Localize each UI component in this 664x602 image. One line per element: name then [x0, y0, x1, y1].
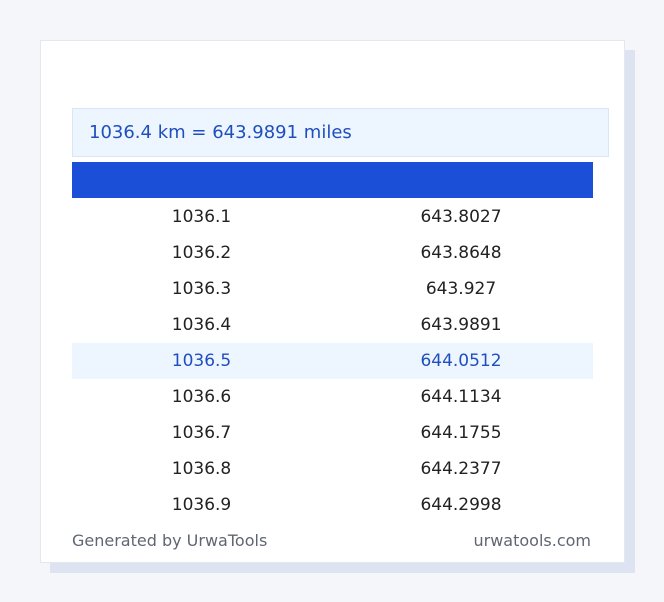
- table-row: 1036.9 644.2998: [72, 487, 593, 523]
- table-row: 1036.7 644.1755: [72, 415, 593, 451]
- miles-cell: 643.8648: [420, 243, 502, 263]
- generated-by-text: Generated by UrwaTools: [72, 531, 268, 550]
- km-cell: 1036.7: [171, 423, 232, 443]
- km-cell: 1036.5: [171, 351, 232, 371]
- km-cell: 1036.8: [171, 459, 232, 479]
- km-cell: 1036.3: [171, 279, 232, 299]
- conversion-table: 1036.1 643.8027 1036.2 643.8648 1036.3 6…: [72, 199, 593, 523]
- conversion-result: 1036.4 km = 643.9891 miles: [72, 108, 609, 157]
- conversion-card: 1036.4 km = 643.9891 miles 1036.1 643.80…: [40, 40, 625, 563]
- table-row: 1036.4 643.9891: [72, 307, 593, 343]
- table-row: 1036.6 644.1134: [72, 379, 593, 415]
- km-cell: 1036.9: [171, 495, 232, 515]
- miles-cell: 644.2998: [420, 495, 502, 515]
- miles-cell: 644.0512: [420, 351, 502, 371]
- miles-cell: 644.1755: [420, 423, 502, 443]
- site-link[interactable]: urwatools.com: [473, 531, 592, 550]
- table-row: 1036.2 643.8648: [72, 235, 593, 271]
- table-row: 1036.8 644.2377: [72, 451, 593, 487]
- table-row: 1036.3 643.927: [72, 271, 593, 307]
- miles-cell: 644.2377: [420, 459, 502, 479]
- miles-cell: 643.9891: [420, 315, 502, 335]
- km-cell: 1036.6: [171, 387, 232, 407]
- miles-cell: 644.1134: [420, 387, 502, 407]
- table-row: 1036.1 643.8027: [72, 199, 593, 235]
- miles-cell: 643.927: [425, 279, 497, 299]
- km-cell: 1036.2: [171, 243, 232, 263]
- table-row: 1036.5 644.0512: [72, 343, 593, 379]
- miles-cell: 643.8027: [420, 207, 502, 227]
- km-cell: 1036.4: [171, 315, 232, 335]
- table-header: [72, 162, 593, 198]
- km-cell: 1036.1: [171, 207, 232, 227]
